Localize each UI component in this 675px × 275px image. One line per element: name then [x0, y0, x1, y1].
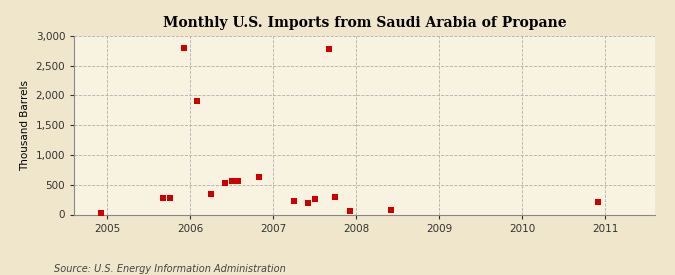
Point: [289, 199, 300, 203]
Point: [233, 179, 244, 183]
Point: [226, 179, 237, 183]
Point: [95, 211, 106, 215]
Point: [206, 191, 217, 196]
Point: [593, 200, 603, 204]
Point: [164, 195, 175, 200]
Text: Source: U.S. Energy Information Administration: Source: U.S. Energy Information Administ…: [54, 264, 286, 274]
Point: [157, 196, 168, 201]
Title: Monthly U.S. Imports from Saudi Arabia of Propane: Monthly U.S. Imports from Saudi Arabia o…: [163, 16, 566, 31]
Point: [302, 200, 313, 205]
Point: [254, 175, 265, 179]
Point: [309, 197, 320, 202]
Point: [323, 47, 334, 52]
Point: [178, 46, 189, 51]
Point: [192, 99, 202, 103]
Point: [385, 208, 396, 213]
Point: [220, 181, 231, 185]
Point: [344, 209, 355, 213]
Point: [330, 195, 341, 199]
Y-axis label: Thousand Barrels: Thousand Barrels: [20, 80, 30, 170]
